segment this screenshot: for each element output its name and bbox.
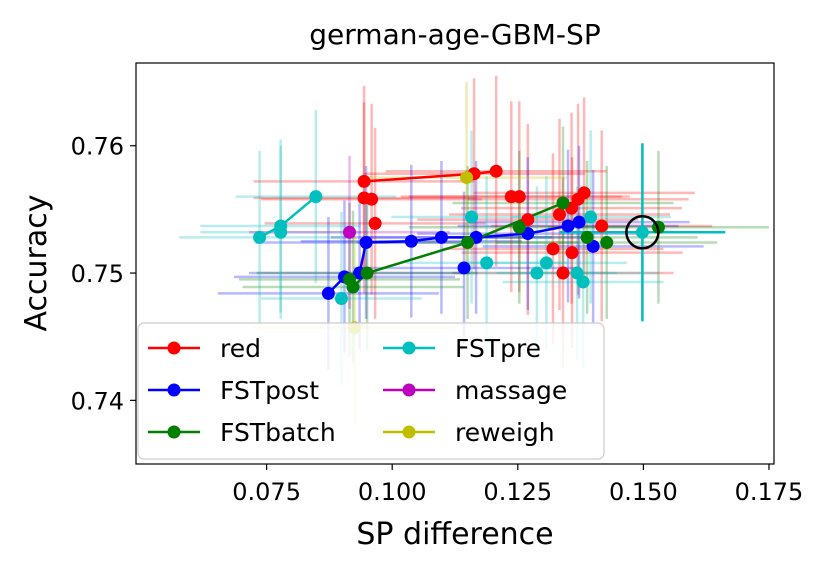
y-tick-label-2: 0.76 [71,133,124,161]
point-massage-0 [343,225,357,239]
point-red-4 [365,192,379,206]
point-red-7 [512,190,526,204]
point-red-5 [368,216,382,230]
point-reweigh-0 [460,171,474,185]
point-red-0 [357,174,371,188]
point-FSTpre-5 [465,210,479,224]
point-red-13 [577,186,591,200]
point-FSTbatch-4 [343,272,357,286]
y-tick-label-1: 0.75 [71,260,124,288]
point-FSTpost-3 [359,235,373,249]
point-red-15 [556,266,570,280]
legend-label-FSTbatch: FSTbatch [220,418,336,447]
x-tick-label-3: 0.150 [609,478,678,506]
point-red-10 [552,207,566,221]
y-tick-label-0: 0.74 [71,387,124,415]
point-FSTbatch-5 [512,220,526,234]
x-axis: 0.075 0.100 0.125 0.150 0.175 [232,464,803,506]
legend-label-reweigh: reweigh [455,418,555,447]
point-FSTpost-10 [457,261,471,275]
point-FSTpre-11 [584,210,598,224]
point-FSTbatch-7 [600,235,614,249]
legend-label-FSTpost: FSTpost [220,376,319,405]
point-FSTpre-7 [530,266,544,280]
point-FSTpre-3 [274,225,288,239]
legend-marker-FSTpost [167,383,181,397]
y-axis-title: Accuracy [19,195,54,332]
legend-marker-FSTpre [402,341,416,355]
legend-box [137,322,605,460]
y-axis: 0.74 0.75 0.76 [71,133,136,415]
series-points-layer [253,164,665,335]
point-red-9 [546,242,560,256]
legend-marker-massage [402,383,416,397]
point-FSTpre-10 [576,275,590,289]
point-FSTbatch-6 [580,230,594,244]
legend: red FSTpost FSTbatch FSTpre massage reweigh [137,322,605,460]
point-red-2 [489,164,503,178]
point-FSTpre-6 [480,256,494,270]
chart-title: german-age-GBM-SP [309,18,600,51]
highlight-circle [625,215,660,250]
legend-label-massage: massage [455,376,567,405]
legend-label-red: red [220,334,261,363]
point-FSTpost-8 [561,219,575,233]
point-FSTpre-8 [539,256,553,270]
x-tick-label-4: 0.175 [735,478,804,506]
legend-marker-reweigh [402,425,416,439]
point-FSTbatch-2 [461,235,475,249]
point-FSTpost-0 [321,286,335,300]
point-red-16 [595,219,609,233]
point-FSTpre-2 [309,190,323,204]
x-tick-label-2: 0.125 [483,478,552,506]
point-FSTbatch-3 [556,196,570,210]
x-tick-label-0: 0.075 [232,478,301,506]
plot-frame [135,62,775,465]
point-FSTpost-9 [572,215,586,229]
point-red-14 [565,246,579,260]
point-FSTpre-12 [635,225,649,239]
point-FSTpost-5 [434,230,448,244]
legend-label-FSTpre: FSTpre [455,334,541,363]
point-FSTpre-0 [253,230,267,244]
legend-marker-red [167,341,181,355]
point-FSTbatch-1 [360,266,374,280]
point-FSTpre-4 [334,292,348,306]
x-axis-title: SP difference [356,517,553,552]
x-tick-label-1: 0.100 [358,478,427,506]
legend-marker-FSTbatch [167,425,181,439]
point-FSTpost-4 [404,234,418,248]
point-red-8 [521,213,535,227]
